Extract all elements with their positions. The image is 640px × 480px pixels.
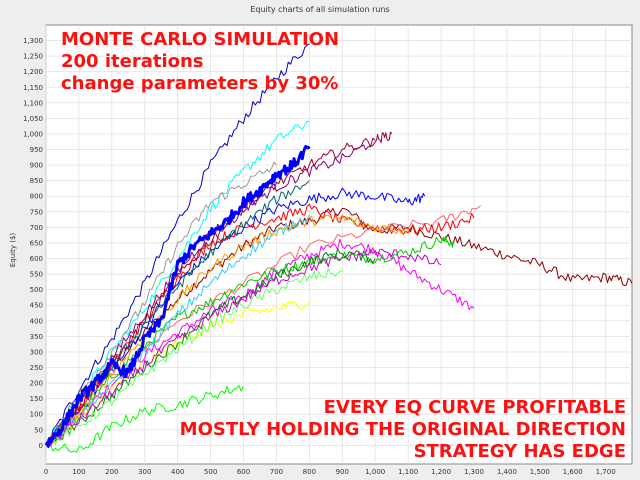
y-tick-label: 1,050 [23, 115, 43, 123]
y-tick-label: 450 [30, 302, 43, 310]
x-tick-label: 700 [270, 468, 283, 476]
x-tick-label: 1,600 [563, 468, 583, 476]
y-tick-label: 300 [30, 348, 43, 356]
y-tick-label: 1,150 [23, 84, 43, 92]
y-tick-label: 150 [30, 395, 43, 403]
y-tick-label: 800 [30, 193, 43, 201]
equity-curve-line [45, 180, 310, 446]
y-tick-label: 250 [30, 364, 43, 372]
y-tick-label: 550 [30, 271, 43, 279]
x-tick-label: 1,400 [497, 468, 517, 476]
x-tick-label: 400 [171, 468, 184, 476]
y-tick-label: 100 [30, 411, 43, 419]
series-group [44, 43, 633, 453]
overlay-bottom-line: STRATEGY HAS EDGE [413, 441, 626, 462]
x-tick-label: 1,700 [596, 468, 616, 476]
x-tick-label: 1,100 [398, 468, 418, 476]
y-tick-label: 1,300 [23, 37, 43, 45]
y-tick-label: 950 [30, 146, 43, 154]
y-axis-label: Equity ($) [9, 233, 17, 268]
x-tick-label: 800 [303, 468, 316, 476]
overlay-top-line: MONTE CARLO SIMULATION [61, 29, 340, 50]
y-tick-label: 1,200 [23, 68, 43, 76]
x-tick-label: 0 [44, 468, 48, 476]
y-tick-label: 500 [30, 286, 43, 294]
y-tick-label: 1,000 [23, 130, 43, 138]
y-tick-label: 900 [30, 162, 43, 170]
overlay-top-annotation: MONTE CARLO SIMULATION 200 iterations ch… [61, 29, 339, 95]
y-tick-label: 200 [30, 380, 43, 388]
y-tick-label: 850 [30, 177, 43, 185]
y-tick-label: 1,250 [23, 53, 43, 61]
x-tick-label: 1,500 [530, 468, 550, 476]
equity-curve-line [45, 214, 409, 446]
x-tick-label: 100 [72, 468, 85, 476]
equity-curve-line [45, 214, 310, 447]
equity-curve-line [45, 385, 244, 453]
x-tick-label: 1,300 [464, 468, 484, 476]
y-tick-label: 350 [30, 333, 43, 341]
x-tick-label: 900 [336, 468, 349, 476]
y-tick-label: 0 [39, 442, 43, 450]
x-tick-label: 1,200 [431, 468, 451, 476]
overlay-bottom-line: MOSTLY HOLDING THE ORIGINAL DIRECTION [179, 419, 626, 440]
x-tick-label: 500 [204, 468, 217, 476]
y-tick-labels: 0 50 100 150 200 250 300 350 400 450 500 550 600 650 7… [23, 37, 43, 450]
y-tick-label: 750 [30, 208, 43, 216]
equity-curve-line [45, 235, 455, 447]
equity-curve-line [44, 144, 311, 448]
equity-curve-line [45, 268, 343, 447]
x-tick-label: 300 [138, 468, 151, 476]
overlay-top-line: change parameters by 30% [61, 73, 339, 94]
y-tick-label: 1,100 [23, 99, 43, 107]
overlay-top-line: 200 iterations [61, 51, 204, 72]
equity-curve-line [45, 43, 310, 446]
chart-title: Equity charts of all simulation runs [250, 5, 390, 14]
y-tick-label: 400 [30, 317, 43, 325]
y-tick-label: 650 [30, 239, 43, 247]
grid-lines [45, 25, 632, 464]
equity-curve-line [45, 248, 442, 447]
overlay-bottom-annotation: EVERY EQ CURVE PROFITABLE MOSTLY HOLDING… [180, 397, 626, 463]
x-tick-label: 200 [105, 468, 118, 476]
x-tick-label: 1,000 [365, 468, 385, 476]
equity-curve-line [45, 203, 475, 447]
y-tick-label: 50 [34, 426, 43, 434]
x-tick-label: 600 [237, 468, 250, 476]
overlay-bottom-line: EVERY EQ CURVE PROFITABLE [323, 397, 626, 418]
y-tick-label: 600 [30, 255, 43, 263]
x-tick-labels: 0 100 200 300 400 500 600 700 800 900 1,000 1,100 1,… [44, 468, 616, 476]
y-tick-label: 700 [30, 224, 43, 232]
equity-curve-line [45, 207, 633, 446]
